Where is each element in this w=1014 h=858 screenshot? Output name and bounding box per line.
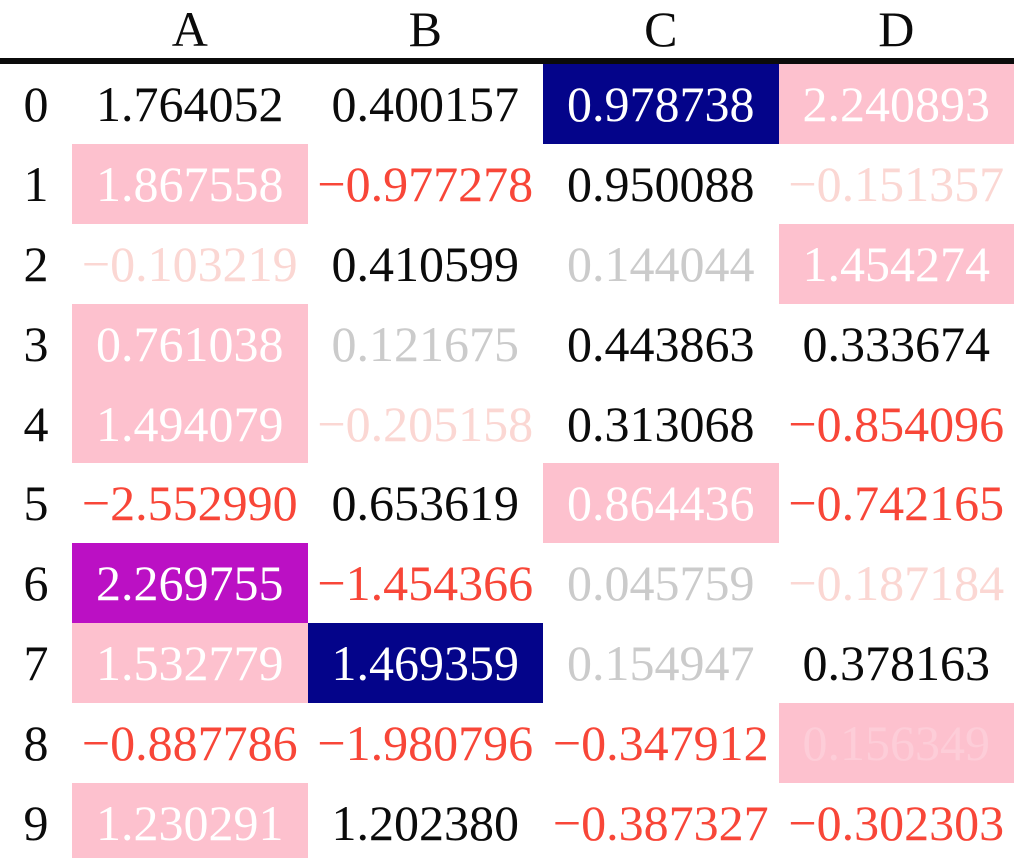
table-row: 3 0.761038 0.121675 0.443863 0.333674 (0, 303, 1014, 384)
table-cell: 0.378163 (802, 635, 991, 692)
table-row: 4 1.494079 −0.205158 0.313068 −0.854096 (0, 383, 1014, 464)
row-index: 9 (23, 794, 49, 851)
table-cell: 0.313068 (567, 395, 755, 452)
index-header-cell (0, 0, 72, 64)
column-header-d: D (778, 0, 1014, 64)
table-body: 0 1.764052 0.400157 0.978738 2.240893 1 … (0, 61, 1014, 858)
header-row: A B C D (0, 0, 1014, 64)
table-cell: 0.045759 (567, 555, 755, 612)
table-cell: −0.151357 (788, 155, 1005, 212)
table-row: 2 −0.103219 0.410599 0.144044 1.454274 (0, 223, 1014, 304)
table-cell: 1.202380 (331, 794, 520, 851)
table-cell: 0.400157 (331, 75, 520, 132)
table-cell: 0.121675 (331, 315, 520, 372)
row-index: 0 (23, 75, 49, 132)
table-cell: 2.269755 (72, 543, 308, 624)
table-row: 0 1.764052 0.400157 0.978738 2.240893 (0, 61, 1014, 144)
table-cell: 0.410599 (331, 235, 520, 292)
table-cell: 1.469359 (307, 623, 543, 704)
row-index: 1 (23, 155, 49, 212)
table-cell: −1.454366 (317, 555, 534, 612)
table-cell: −0.387327 (552, 794, 769, 851)
table-cell: −0.103219 (81, 235, 298, 292)
table-cell: −0.347912 (552, 715, 769, 772)
table-cell: 0.864436 (543, 463, 779, 544)
table-row: 1 1.867558 −0.977278 0.950088 −0.151357 (0, 143, 1014, 224)
table-cell: 0.978738 (543, 61, 779, 144)
table-cell: −0.205158 (317, 395, 534, 452)
table-cell: 0.144044 (567, 235, 755, 292)
row-index: 3 (23, 315, 49, 372)
table-row: 9 1.230291 1.202380 −0.387327 −0.302303 (0, 783, 1014, 858)
table-cell: 0.761038 (72, 303, 308, 384)
row-index: 6 (23, 555, 49, 612)
table-row: 8 −0.887786 −1.980796 −0.347912 0.156349 (0, 703, 1014, 784)
column-header-b: B (307, 0, 543, 64)
table-cell: −0.187184 (788, 555, 1005, 612)
table-cell: 0.443863 (567, 315, 755, 372)
table-cell: 2.240893 (778, 61, 1014, 144)
table-cell: 1.764052 (96, 75, 284, 132)
table-cell: −1.980796 (317, 715, 534, 772)
table-cell: 1.230291 (72, 783, 308, 858)
table-cell: 1.494079 (72, 383, 308, 464)
table-cell: −2.552990 (81, 475, 298, 532)
row-index: 2 (23, 235, 49, 292)
table-cell: −0.887786 (81, 715, 298, 772)
row-index: 8 (23, 715, 49, 772)
row-index: 4 (23, 395, 49, 452)
row-index: 7 (23, 635, 49, 692)
table-cell: 1.454274 (778, 223, 1014, 304)
table-cell: −0.977278 (317, 155, 534, 212)
table-row: 5 −2.552990 0.653619 0.864436 −0.742165 (0, 463, 1014, 544)
table-cell: 1.867558 (72, 143, 308, 224)
column-header-a: A (72, 0, 308, 64)
table-row: 7 1.532779 1.469359 0.154947 0.378163 (0, 623, 1014, 704)
table-cell: 0.653619 (331, 475, 520, 532)
table-cell: 0.154947 (567, 635, 755, 692)
table-cell: −0.742165 (788, 475, 1005, 532)
table-cell: 0.333674 (802, 315, 991, 372)
table-cell: −0.302303 (788, 794, 1005, 851)
table-cell: 0.156349 (778, 703, 1014, 784)
table-header: A B C D (0, 0, 1014, 64)
row-index: 5 (23, 475, 49, 532)
table-cell: −0.854096 (788, 395, 1005, 452)
table-row: 6 2.269755 −1.454366 0.045759 −0.187184 (0, 543, 1014, 624)
table-cell: 0.950088 (567, 155, 755, 212)
table-cell: 1.532779 (72, 623, 308, 704)
column-header-c: C (543, 0, 779, 64)
